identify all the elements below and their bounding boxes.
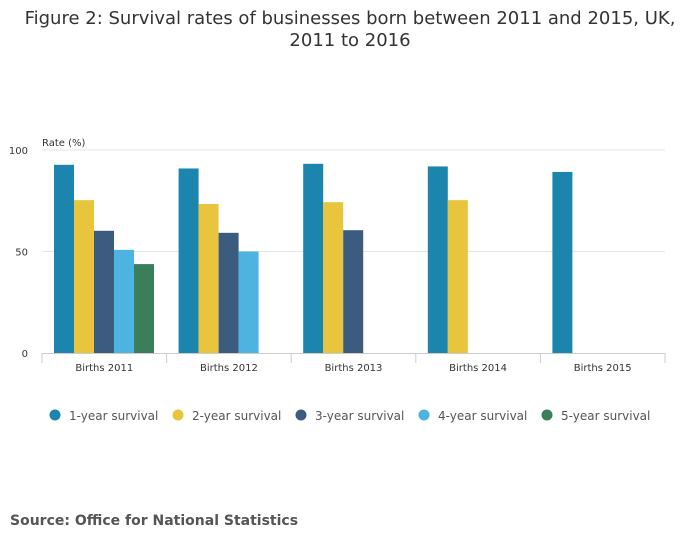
bar xyxy=(134,264,154,353)
legend-marker xyxy=(172,409,184,421)
chart-title: Figure 2: Survival rates of businesses b… xyxy=(0,8,700,52)
bar xyxy=(343,230,364,353)
chart-title-line-2: 2011 to 2016 xyxy=(289,30,411,51)
y-axis-label: Rate (%) xyxy=(42,138,86,149)
bar xyxy=(427,166,448,353)
bar xyxy=(303,163,324,353)
legend-label: 2-year survival xyxy=(192,409,281,423)
legend-label: 4-year survival xyxy=(438,409,527,423)
legend-label: 5-year survival xyxy=(561,409,650,423)
source-note: Source: Office for National Statistics xyxy=(10,513,299,529)
bar xyxy=(178,168,199,353)
bar xyxy=(198,203,219,353)
chart-title-line-1: Figure 2: Survival rates of businesses b… xyxy=(24,8,676,29)
bar xyxy=(54,164,74,353)
y-tick-label: 100 xyxy=(9,146,28,157)
x-tick-label: Births 2014 xyxy=(449,363,507,374)
bar xyxy=(114,249,134,353)
legend-marker xyxy=(295,409,307,421)
legend-label: 1-year survival xyxy=(69,409,158,423)
x-tick-label: Births 2011 xyxy=(75,363,133,374)
bar xyxy=(323,202,344,353)
x-tick-label: Births 2015 xyxy=(574,363,632,374)
bar xyxy=(552,171,573,353)
legend-marker xyxy=(418,409,430,421)
y-tick-label: 50 xyxy=(15,248,28,259)
legend-marker xyxy=(49,409,61,421)
x-tick-label: Births 2013 xyxy=(325,363,383,374)
bar xyxy=(447,200,468,353)
bar xyxy=(238,251,259,353)
bar xyxy=(218,232,239,353)
legend-label: 3-year survival xyxy=(315,409,404,423)
legend-marker xyxy=(541,409,553,421)
bar xyxy=(94,230,114,353)
x-tick-label: Births 2012 xyxy=(200,363,258,374)
bar xyxy=(74,200,94,353)
y-tick-label: 0 xyxy=(22,349,28,360)
